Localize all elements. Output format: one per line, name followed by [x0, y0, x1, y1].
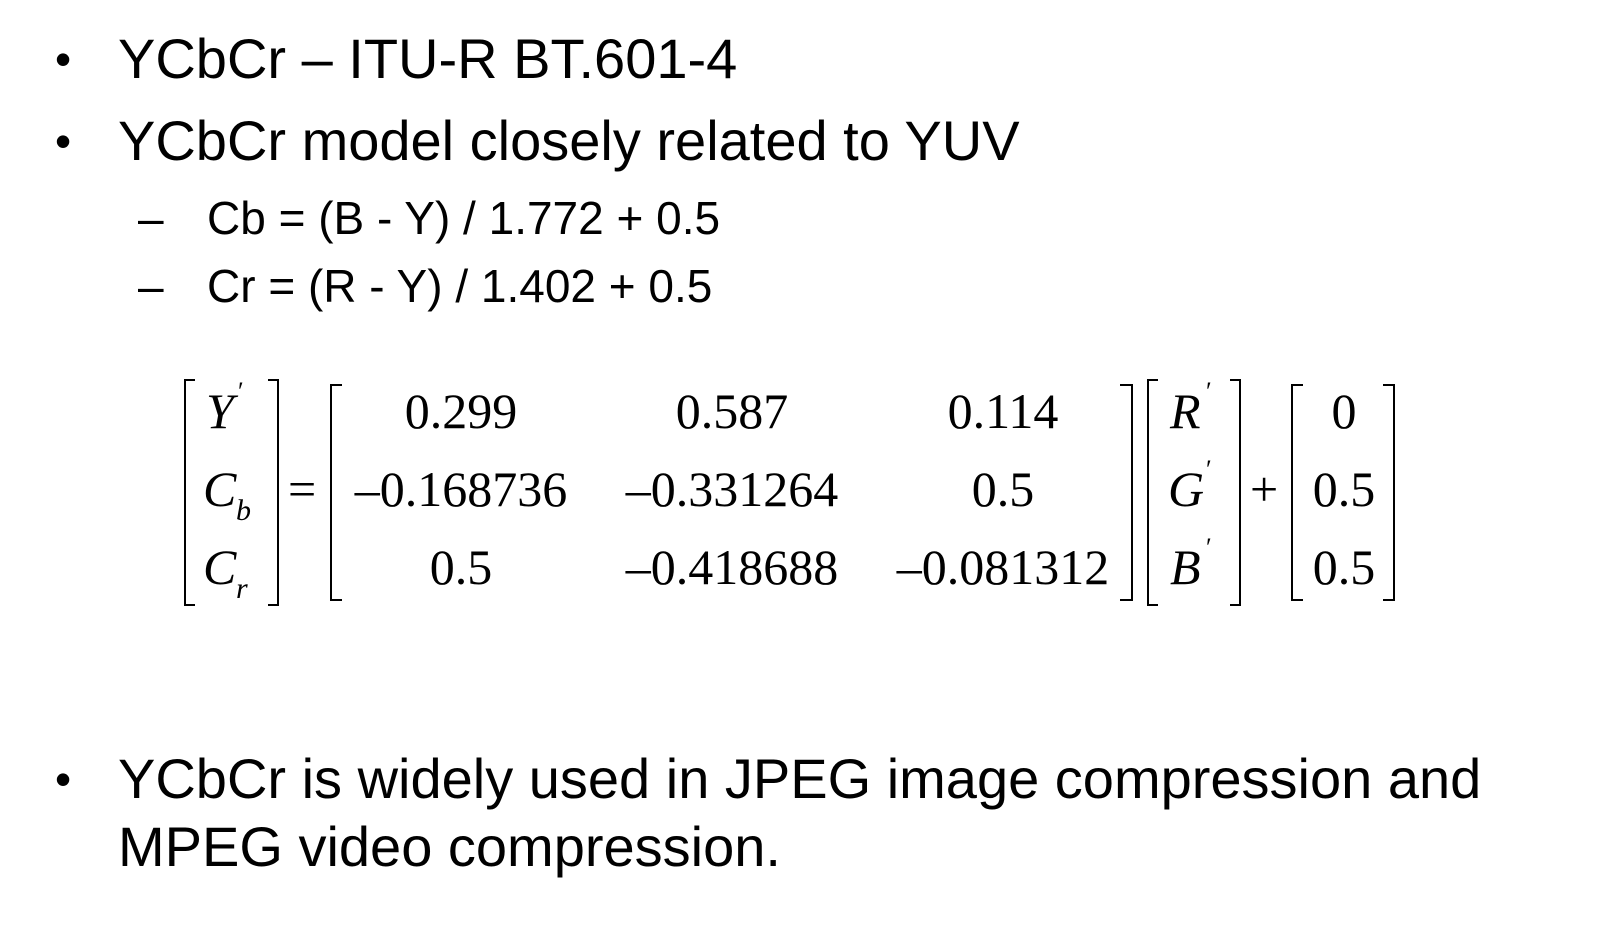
bullet-marker: • [55, 753, 72, 805]
sub-bullet-text: Cb = (B - Y) / 1.772 + 0.5 [207, 192, 721, 244]
lhs-cb: C [203, 461, 237, 517]
offset-cell: 0 [1332, 383, 1357, 439]
offset-right-bracket [1383, 384, 1395, 601]
matrix-right-bracket [1120, 384, 1133, 601]
matrix-cell: 0.299 [405, 383, 518, 439]
offset-left-bracket [1291, 384, 1303, 601]
offset-cell: 0.5 [1313, 461, 1376, 517]
bullet-marker: • [55, 33, 72, 85]
rgb-b-prime: ′ [1206, 533, 1212, 562]
rgb-b: B [1170, 539, 1201, 595]
sub-bullet-marker: – [138, 260, 164, 312]
lhs-right-bracket [268, 379, 279, 606]
rgb-r: R [1169, 383, 1201, 439]
matrix-cell: –0.168736 [354, 461, 568, 517]
lhs-y: Y [206, 383, 239, 439]
rgb-g-prime: ′ [1206, 455, 1212, 484]
ycbcr-matrix-equation: Y ′ C b C r = 0.299 0.587 0.114 –0.16873… [184, 377, 1395, 606]
matrix-cell: 0.5 [972, 461, 1035, 517]
bullet-marker: • [55, 115, 72, 167]
sub-bullet-marker: – [138, 192, 164, 244]
matrix-cell: –0.418688 [625, 539, 839, 595]
matrix-cell: –0.331264 [625, 461, 839, 517]
equals-sign: = [288, 461, 316, 517]
bullet-text-line1: YCbCr is widely used in JPEG image compr… [118, 747, 1482, 810]
lhs-left-bracket [184, 379, 195, 606]
lhs-cr: C [203, 539, 237, 595]
matrix-cell: 0.587 [676, 383, 789, 439]
matrix-cell: 0.114 [948, 383, 1059, 439]
bracket-lines [184, 379, 1395, 606]
bullet-text: YCbCr model closely related to YUV [118, 109, 1020, 172]
lhs-cb-sub: b [236, 494, 251, 527]
rgb-g: G [1168, 461, 1204, 517]
matrix-left-bracket [330, 384, 342, 601]
matrix-cell: 0.5 [430, 539, 493, 595]
rgb-left-bracket [1147, 379, 1158, 606]
bullet-text-line2: MPEG video compression. [118, 815, 781, 878]
rgb-right-bracket [1230, 379, 1241, 606]
bullet-text: YCbCr – ITU-R BT.601-4 [118, 27, 738, 90]
lhs-y-prime: ′ [238, 377, 244, 406]
lhs-cr-sub: r [236, 572, 248, 605]
plus-sign: + [1250, 461, 1278, 517]
sub-bullet-text: Cr = (R - Y) / 1.402 + 0.5 [207, 260, 713, 312]
offset-cell: 0.5 [1313, 539, 1376, 595]
matrix-cell: –0.081312 [896, 539, 1110, 595]
rgb-r-prime: ′ [1206, 377, 1212, 406]
